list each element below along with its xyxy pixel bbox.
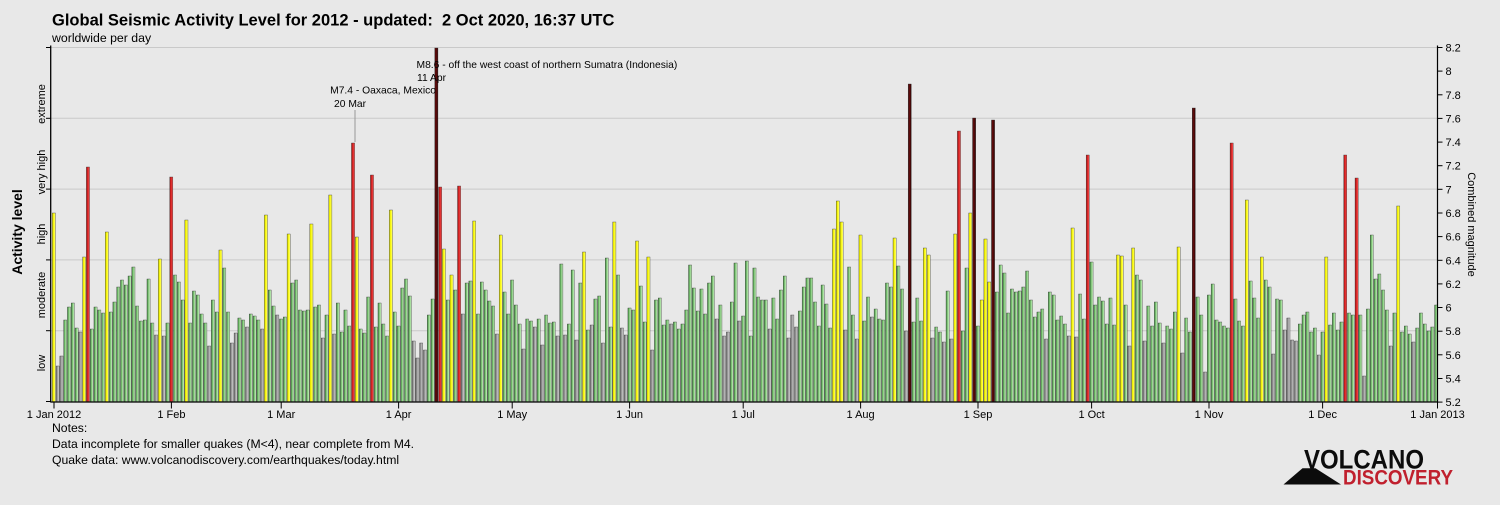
svg-text:Activity level: Activity level bbox=[9, 189, 25, 275]
svg-text:1 Mar: 1 Mar bbox=[267, 409, 295, 421]
svg-text:5.4: 5.4 bbox=[1446, 374, 1461, 386]
svg-text:M7.4 - Oaxaca, Mexico: M7.4 - Oaxaca, Mexico bbox=[330, 86, 436, 97]
svg-text:1 Dec: 1 Dec bbox=[1308, 409, 1337, 421]
svg-text:high: high bbox=[36, 224, 48, 245]
svg-text:Combined magnitude: Combined magnitude bbox=[1465, 172, 1477, 277]
svg-text:6: 6 bbox=[1446, 303, 1452, 315]
svg-text:very high: very high bbox=[36, 150, 48, 195]
svg-text:1 Jan 2013: 1 Jan 2013 bbox=[1410, 409, 1464, 421]
svg-text:Quake data: www.volcanodiscove: Quake data: www.volcanodiscovery.com/ear… bbox=[52, 453, 399, 467]
svg-text:7: 7 bbox=[1446, 184, 1452, 196]
svg-text:Data incomplete for smaller qu: Data incomplete for smaller quakes (M<4)… bbox=[52, 437, 414, 451]
svg-text:moderate: moderate bbox=[36, 272, 48, 318]
svg-text:11 Apr: 11 Apr bbox=[417, 73, 447, 84]
svg-text:M8.6 - off the west coast of n: M8.6 - off the west coast of northern Su… bbox=[417, 60, 678, 71]
svg-text:6.2: 6.2 bbox=[1446, 279, 1461, 291]
svg-text:8.2: 8.2 bbox=[1446, 43, 1461, 55]
svg-text:20 Mar: 20 Mar bbox=[334, 99, 367, 110]
svg-text:Global Seismic Activity Level: Global Seismic Activity Level for 2012 -… bbox=[52, 12, 615, 30]
svg-text:1 Sep: 1 Sep bbox=[964, 409, 993, 421]
svg-text:low: low bbox=[36, 355, 48, 372]
svg-text:DISCOVERY: DISCOVERY bbox=[1343, 467, 1453, 490]
svg-text:7.4: 7.4 bbox=[1446, 137, 1461, 149]
svg-text:1 Aug: 1 Aug bbox=[847, 409, 875, 421]
svg-text:6.6: 6.6 bbox=[1446, 232, 1461, 244]
svg-text:worldwide per day: worldwide per day bbox=[51, 31, 152, 45]
svg-text:6.8: 6.8 bbox=[1446, 208, 1461, 220]
svg-text:VOLCANO: VOLCANO bbox=[1304, 445, 1424, 475]
svg-text:5.2: 5.2 bbox=[1446, 397, 1461, 409]
svg-text:5.6: 5.6 bbox=[1446, 350, 1461, 362]
svg-text:1 Jan 2012: 1 Jan 2012 bbox=[27, 409, 81, 421]
svg-text:Notes:: Notes: bbox=[52, 421, 87, 435]
svg-text:7.6: 7.6 bbox=[1446, 113, 1461, 125]
svg-text:1 Jun: 1 Jun bbox=[616, 409, 643, 421]
svg-text:1 Oct: 1 Oct bbox=[1078, 409, 1104, 421]
svg-text:8: 8 bbox=[1446, 66, 1452, 78]
svg-text:1 Nov: 1 Nov bbox=[1195, 409, 1224, 421]
svg-text:1 Apr: 1 Apr bbox=[386, 409, 412, 421]
svg-text:7.8: 7.8 bbox=[1446, 90, 1461, 102]
svg-text:1 Feb: 1 Feb bbox=[157, 409, 185, 421]
svg-text:7.2: 7.2 bbox=[1446, 161, 1461, 173]
svg-text:extreme: extreme bbox=[36, 84, 48, 124]
svg-text:1 Jul: 1 Jul bbox=[732, 409, 755, 421]
svg-text:5.8: 5.8 bbox=[1446, 326, 1461, 338]
svg-text:1 May: 1 May bbox=[497, 409, 527, 421]
svg-text:6.4: 6.4 bbox=[1446, 255, 1461, 267]
